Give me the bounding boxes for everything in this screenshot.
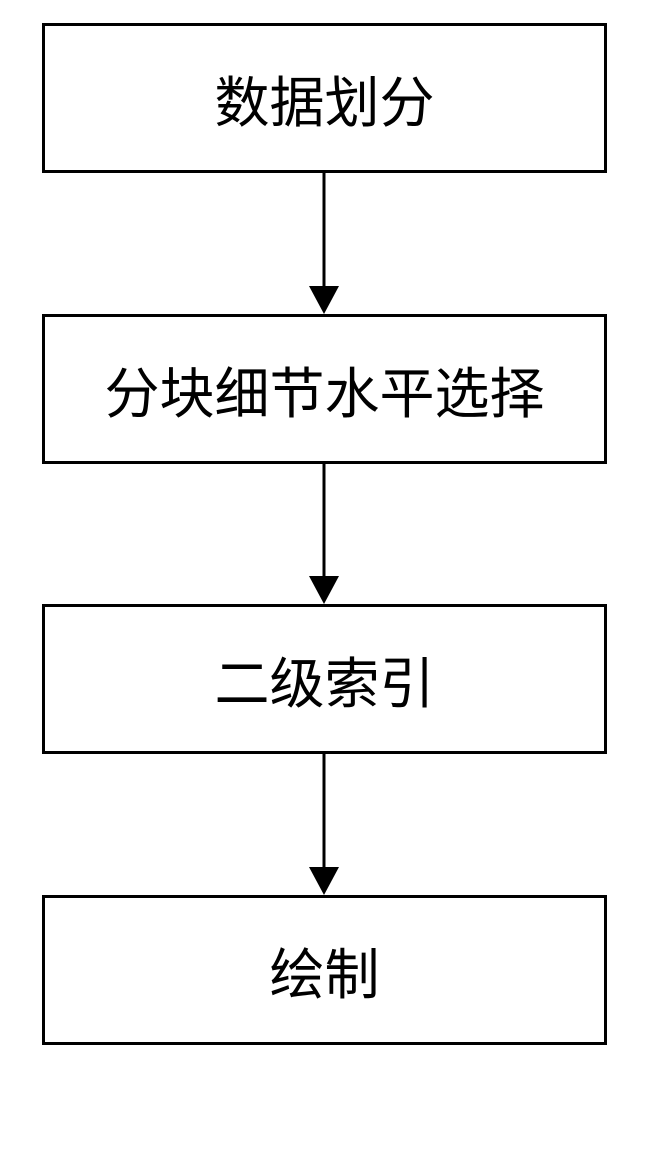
node-label: 二级索引 (214, 639, 434, 719)
node-label: 绘制 (269, 930, 379, 1010)
arrow-2 (304, 464, 344, 604)
arrow-3 (304, 754, 344, 895)
node-label: 分块细节水平选择 (104, 349, 544, 429)
node-render: 绘制 (42, 895, 607, 1045)
flowchart-canvas: 数据划分 分块细节水平选择 二级索引 绘制 (0, 0, 657, 1151)
node-data-partition: 数据划分 (42, 23, 607, 173)
arrow-1 (304, 173, 344, 314)
node-secondary-index: 二级索引 (42, 604, 607, 754)
node-label: 数据划分 (214, 58, 434, 138)
node-block-detail-level: 分块细节水平选择 (42, 314, 607, 464)
